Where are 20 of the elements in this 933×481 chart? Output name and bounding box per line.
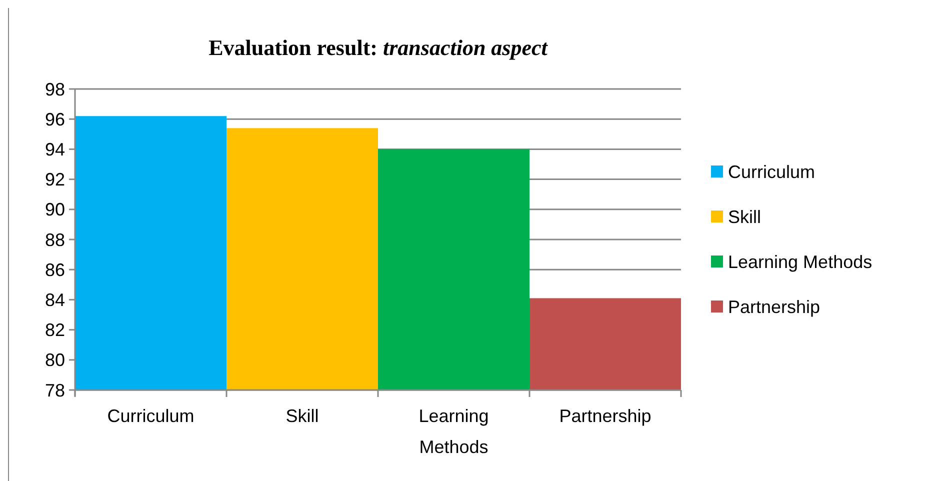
x-tick-label: Partnership [559,406,652,426]
legend-label: Learning Methods [728,252,872,272]
legend-label: Curriculum [728,162,816,182]
y-tick-label: 90 [44,200,65,220]
y-tick-label: 82 [44,320,65,340]
legend-label: Partnership [728,296,820,317]
y-tick-label: 98 [44,79,65,100]
y-tick-label: 78 [44,380,65,400]
y-tick-label: 92 [44,170,65,190]
x-tick-label: Curriculum [107,406,194,426]
y-tick-label: 84 [44,290,65,310]
x-tick-label: Learning Methods [418,406,489,457]
x-tick-label: Skill [286,406,319,426]
y-tick-label: 88 [44,230,65,250]
y-tick-label: 96 [44,109,65,130]
y-tick-label: 86 [44,260,65,280]
chart-title: Evaluation result: transaction aspect [208,35,548,60]
y-tick-label: 94 [44,140,65,160]
y-tick-label: 80 [44,350,65,370]
legend-label: Skill [728,206,762,227]
